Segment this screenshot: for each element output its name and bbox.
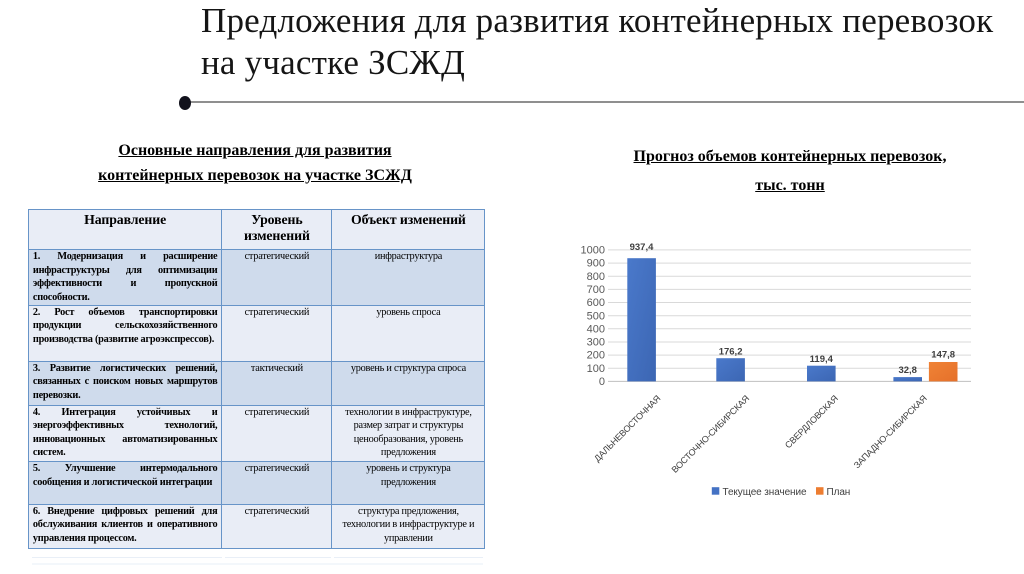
svg-text:119,4: 119,4 [810,354,834,365]
svg-text:800: 800 [587,271,605,283]
svg-text:300: 300 [587,337,605,349]
svg-text:0: 0 [599,376,605,388]
svg-text:500: 500 [587,310,605,322]
svg-text:ДАЛЬНЕВОСТОЧНАЯ: ДАЛЬНЕВОСТОЧНАЯ [592,393,662,463]
svg-text:600: 600 [587,297,605,309]
svg-text:937,4: 937,4 [630,242,654,253]
svg-text:900: 900 [587,258,605,270]
svg-text:100: 100 [587,363,605,375]
svg-text:1000: 1000 [581,245,605,257]
svg-text:План: План [827,487,851,498]
svg-text:ВОСТОЧНО-СИБИРСКАЯ: ВОСТОЧНО-СИБИРСКАЯ [670,393,751,474]
svg-text:700: 700 [587,284,605,296]
svg-text:Текущее значение: Текущее значение [723,487,807,498]
svg-text:СВЕРДЛОВСКАЯ: СВЕРДЛОВСКАЯ [783,393,840,450]
svg-text:200: 200 [587,350,605,362]
svg-text:400: 400 [587,323,605,335]
svg-text:147,8: 147,8 [931,350,955,361]
svg-text:ЗАПАДНО-СИБИРСКАЯ: ЗАПАДНО-СИБИРСКАЯ [852,393,929,470]
svg-text:32,8: 32,8 [898,365,917,376]
svg-text:176,2: 176,2 [719,347,743,358]
